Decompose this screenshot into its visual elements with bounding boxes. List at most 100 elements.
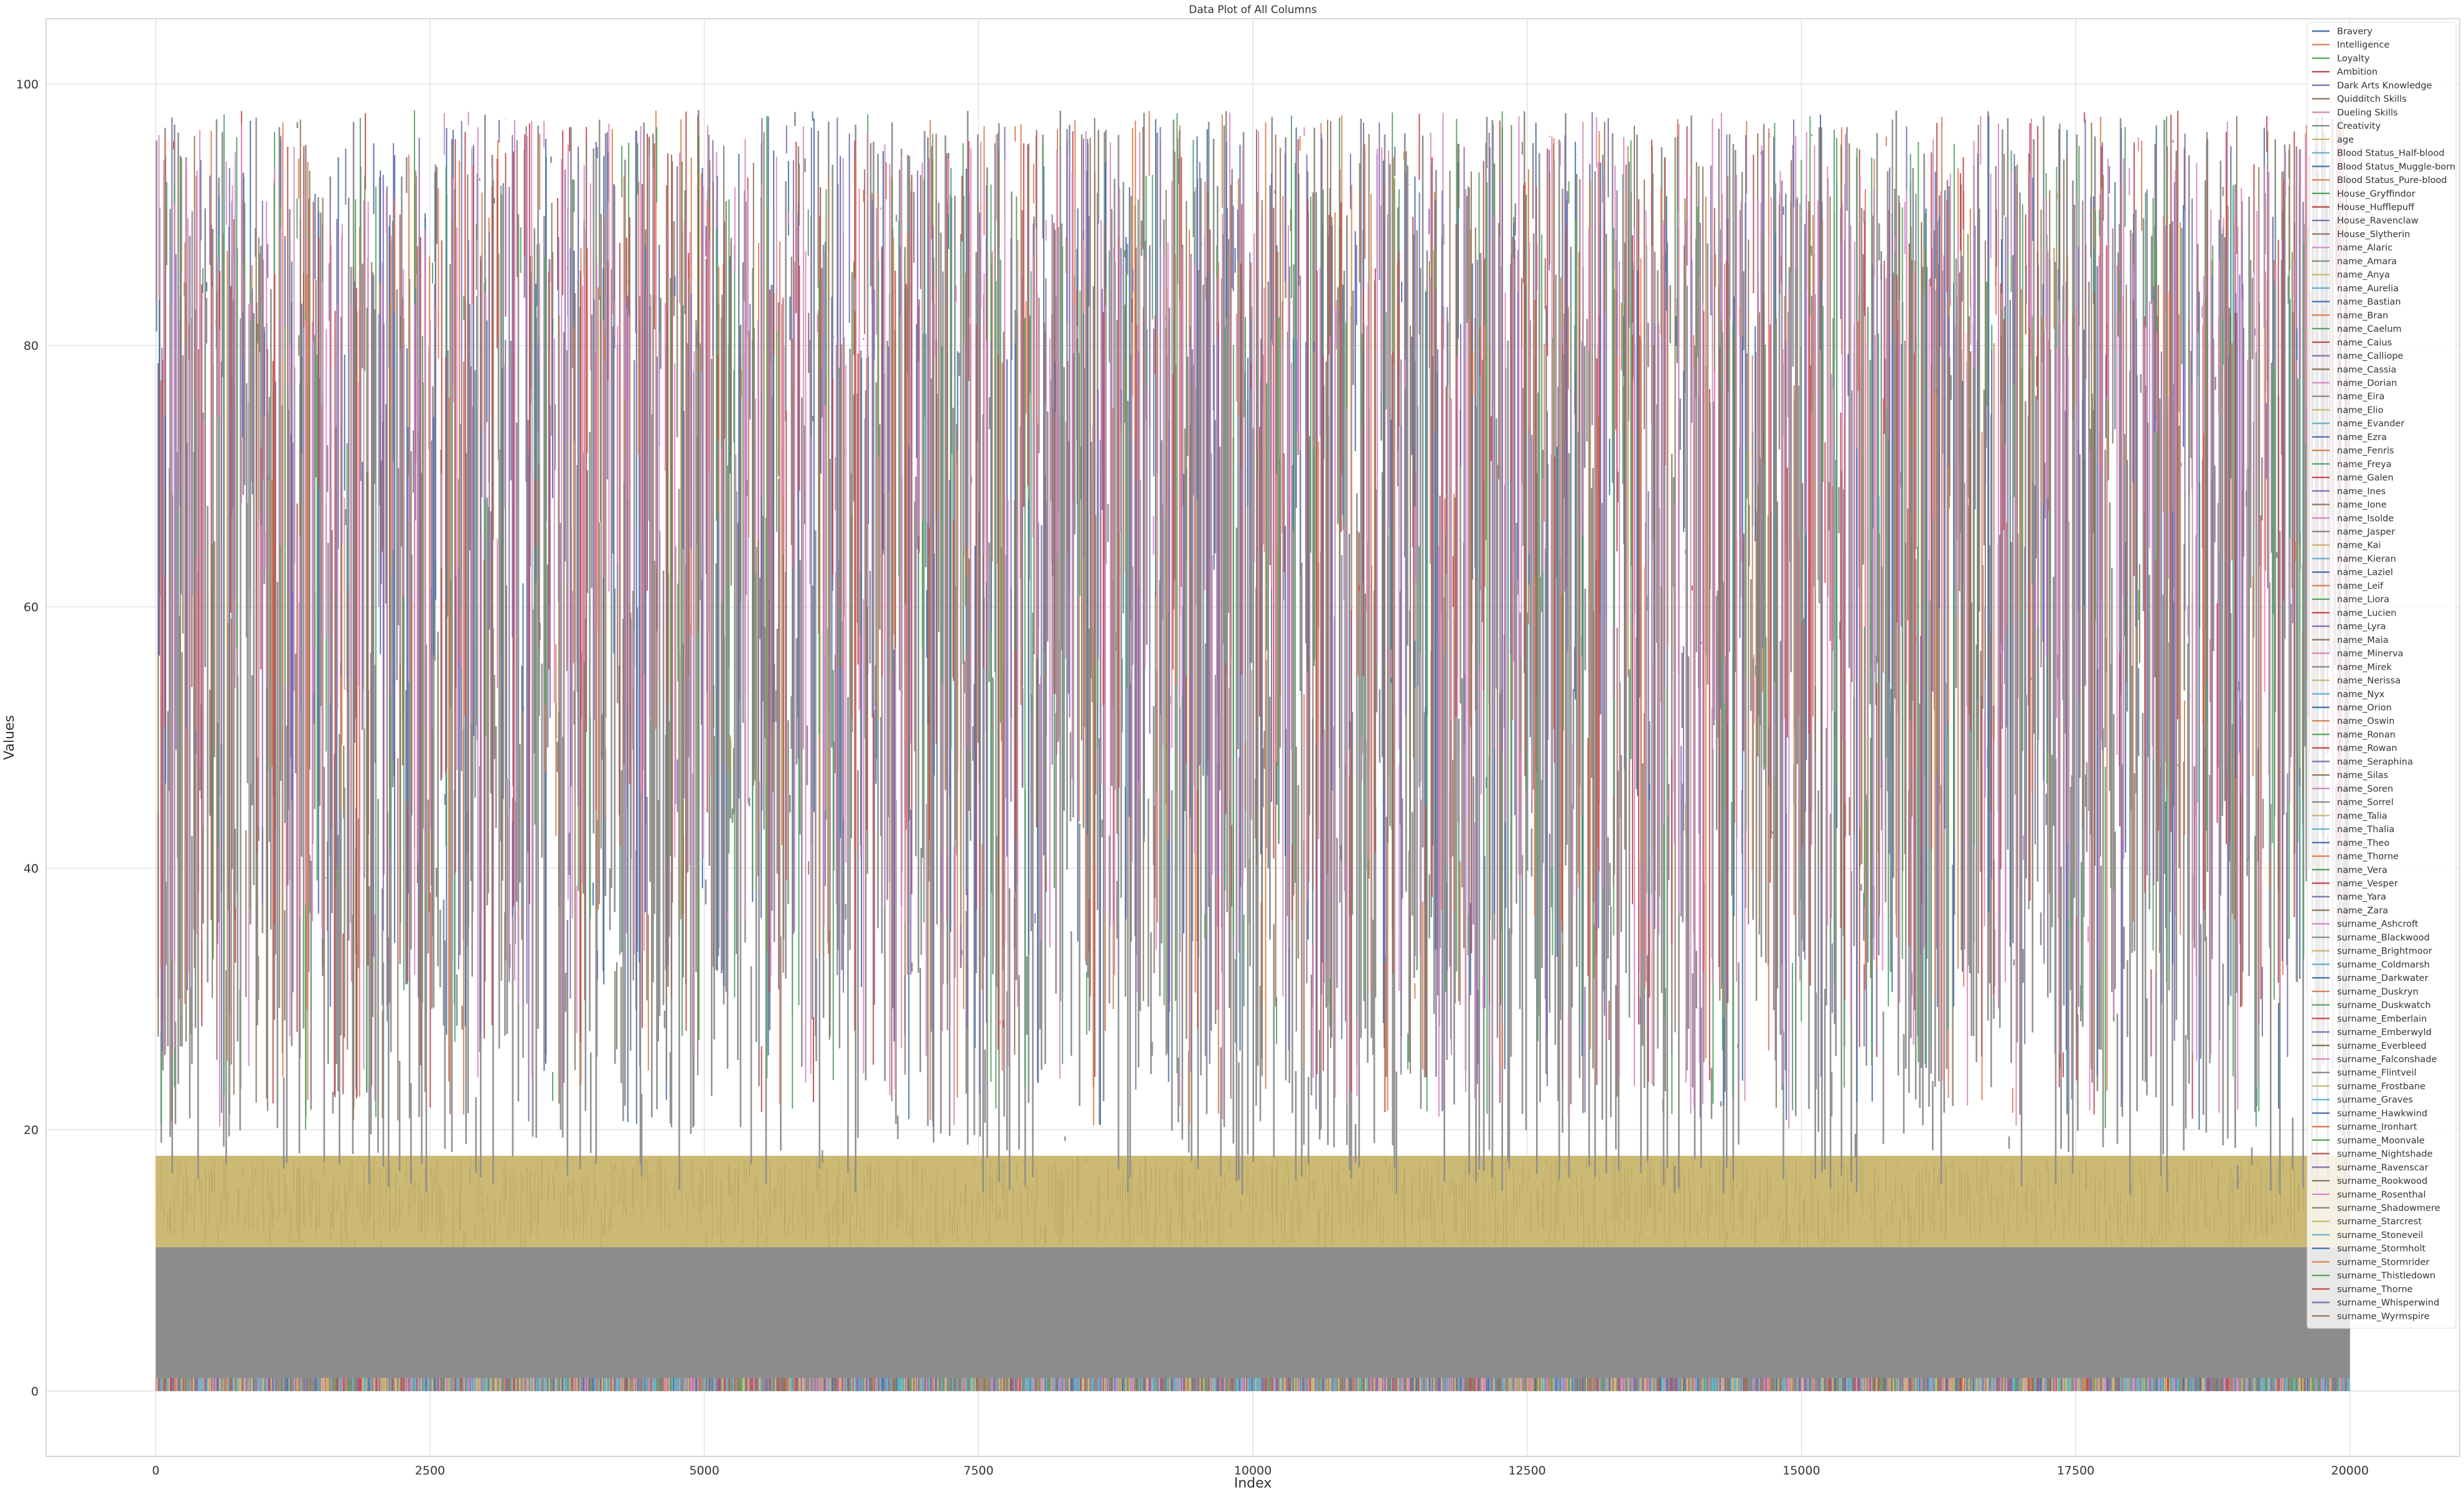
legend-entry: House_Hufflepuff	[2337, 202, 2415, 212]
legend-entry: name_Calliope	[2337, 352, 2404, 362]
legend-entry: surname_Darkwater	[2337, 973, 2429, 983]
legend-entry: surname_Duskryn	[2337, 987, 2419, 997]
legend-entry: surname_Everbleed	[2337, 1041, 2427, 1051]
legend-entry: House_Slytherin	[2337, 230, 2410, 240]
legend-entry: surname_Rookwood	[2337, 1176, 2427, 1186]
legend-entry: name_Alaric	[2337, 243, 2392, 253]
legend-entry: name_Bran	[2337, 311, 2388, 321]
series-trace-intelligence	[160, 110, 2344, 1125]
x-tick-label: 7500	[963, 1464, 993, 1478]
legend-entry: name_Soren	[2337, 784, 2393, 794]
legend-entry: name_Eira	[2337, 392, 2384, 402]
legend-entry: Creativity	[2337, 121, 2381, 131]
legend-entry: name_Nerissa	[2337, 676, 2401, 686]
legend-entry: name_Sorrel	[2337, 798, 2394, 808]
legend-entry: surname_Stormholt	[2337, 1244, 2426, 1254]
x-tick-label: 5000	[689, 1464, 719, 1478]
y-tick-label: 0	[31, 1385, 39, 1399]
legend-entry: name_Leif	[2337, 581, 2384, 591]
legend-entry: surname_Shadowmere	[2337, 1204, 2440, 1214]
legend-entry: Bravery	[2337, 27, 2373, 37]
legend-entry: name_Cassia	[2337, 365, 2396, 375]
legend-entry: House_Gryffindor	[2337, 189, 2415, 199]
legend-entry: surname_Falconshade	[2337, 1054, 2437, 1064]
legend-entry: name_Oswin	[2337, 716, 2394, 726]
y-tick-label: 60	[24, 601, 39, 614]
x-tick-label: 0	[152, 1464, 159, 1478]
series-trace-dueling-skills	[158, 111, 2350, 1129]
legend-entry: name_Theo	[2337, 838, 2389, 848]
legend-entry: name_Nyx	[2337, 690, 2385, 700]
legend-entry: name_Seraphina	[2337, 757, 2413, 767]
legend-entry: name_Liora	[2337, 595, 2389, 605]
y-tick-label: 100	[16, 78, 39, 91]
legend-entry: Intelligence	[2337, 40, 2389, 50]
y-tick-label: 40	[24, 862, 39, 876]
x-axis-title: Index	[1234, 1476, 1272, 1491]
legend-entry: name_Aurelia	[2337, 284, 2399, 294]
legend-entry: name_Silas	[2337, 771, 2388, 780]
legend-entry: name_Yara	[2337, 893, 2386, 902]
legend-entry: name_Dorian	[2337, 378, 2397, 388]
series-trace-dark-arts-knowledge	[161, 112, 2347, 1127]
legend-entry: surname_Graves	[2337, 1095, 2413, 1105]
legend: Bravery Intelligence Loyalty Ambition Dark A…	[2307, 22, 2457, 1329]
series-trace-indicator-group-8	[161, 1378, 2349, 1391]
series-traces	[155, 110, 2350, 1391]
legend-entry: name_Thorne	[2337, 852, 2399, 862]
legend-entry: name_Laziel	[2337, 568, 2393, 578]
legend-entry: name_Isolde	[2337, 513, 2394, 523]
legend-entry: name_Kai	[2337, 541, 2381, 551]
x-tick-label: 12500	[1508, 1464, 1545, 1478]
legend-entry: Loyalty	[2337, 54, 2370, 63]
legend-entry: surname_Emberlain	[2337, 1014, 2427, 1024]
legend-entry: surname_Whisperwind	[2337, 1298, 2439, 1308]
legend-entry: name_Ezra	[2337, 433, 2387, 443]
legend-entry: name_Orion	[2337, 703, 2392, 713]
legend-entry: Blood Status_Half-blood	[2337, 149, 2445, 159]
legend-entry: name_Elio	[2337, 405, 2384, 415]
legend-entry: Dark Arts Knowledge	[2337, 81, 2432, 91]
legend-entry: name_Rowan	[2337, 744, 2397, 754]
legend-entry: name_Mirek	[2337, 662, 2392, 672]
legend-entry: name_Caius	[2337, 338, 2392, 348]
legend-entry: name_Bastian	[2337, 298, 2401, 307]
legend-entry: name_Lyra	[2337, 622, 2386, 632]
legend-entry: surname_Ironhart	[2337, 1122, 2417, 1132]
series-trace-age-detail	[157, 1156, 2350, 1247]
chart-title: Data Plot of All Columns	[1189, 4, 1317, 16]
legend-entry: Blood Status_Pure-blood	[2337, 176, 2447, 185]
legend-entry: name_Freya	[2337, 459, 2392, 469]
legend-entry: surname_Thorne	[2337, 1285, 2413, 1295]
legend-entry: name_Minerva	[2337, 649, 2403, 659]
legend-entry: surname_Coldmarsh	[2337, 960, 2430, 970]
x-tick-label: 15000	[1782, 1464, 1820, 1478]
legend-entry: surname_Ashcroft	[2337, 919, 2419, 929]
legend-entry: age	[2337, 135, 2354, 145]
y-tick-label: 80	[24, 339, 39, 353]
legend-entry: Ambition	[2337, 67, 2377, 77]
legend-entry: surname_Wyrmspire	[2337, 1311, 2430, 1321]
legend-entry: name_Caelum	[2337, 324, 2402, 334]
legend-entry: surname_Hawkwind	[2337, 1108, 2427, 1118]
legend-box	[2307, 22, 2457, 1329]
legend-entry: surname_Rosenthal	[2337, 1190, 2426, 1200]
legend-entry: name_Evander	[2337, 419, 2404, 429]
legend-entry: surname_Stoneveil	[2337, 1230, 2423, 1240]
legend-entry: name_Zara	[2337, 906, 2388, 916]
legend-entry: name_Vera	[2337, 865, 2387, 875]
x-tick-label: 10000	[1234, 1464, 1272, 1478]
legend-entry: name_Vesper	[2337, 879, 2398, 889]
legend-entry: name_Amara	[2337, 256, 2397, 266]
legend-entry: surname_Emberwyld	[2337, 1028, 2432, 1038]
legend-entry: name_Galen	[2337, 473, 2394, 483]
y-axis-title: Values	[2, 715, 17, 760]
x-tick-label: 17500	[2057, 1464, 2094, 1478]
y-tick-label: 20	[24, 1123, 39, 1137]
tick-labels: 0 2500 5000 7500 10000 12500 15000 17500 20000 0 2…	[16, 78, 2369, 1478]
legend-entry: surname_Duskwatch	[2337, 1001, 2431, 1011]
legend-entry: name_Thalia	[2337, 825, 2394, 835]
legend-entry: Quidditch Skills	[2337, 95, 2407, 105]
